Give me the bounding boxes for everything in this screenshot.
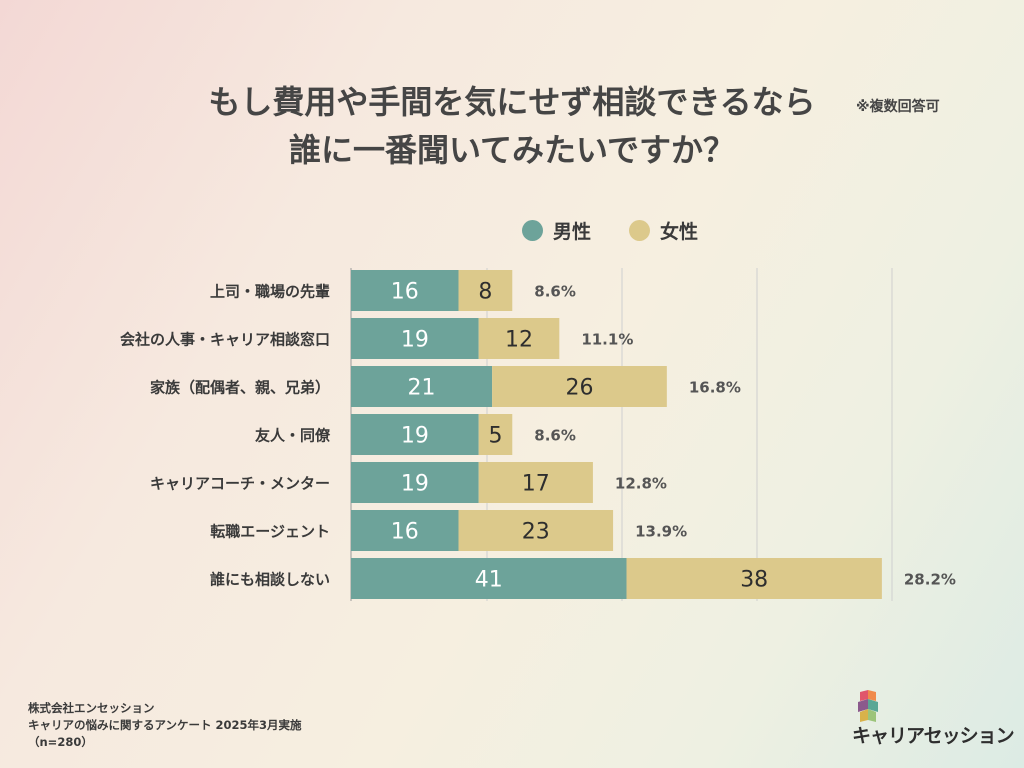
bar-male [351, 414, 479, 455]
value-label-male: 16 [391, 280, 419, 305]
category-label: 家族（配偶者、親、兄弟） [150, 379, 330, 397]
percentage-label: 16.8% [689, 379, 741, 397]
value-label-male: 21 [408, 376, 436, 401]
bar-male [351, 462, 479, 503]
percentage-label: 8.6% [534, 283, 576, 301]
category-label: 友人・同僚 [255, 427, 331, 445]
category-label: 会社の人事・キャリア相談窓口 [120, 331, 330, 349]
value-label-male: 19 [401, 424, 429, 449]
legend-item-female: 女性 [629, 217, 698, 244]
value-label-female: 23 [522, 520, 550, 545]
value-label-male: 19 [401, 472, 429, 497]
bar-male [351, 318, 479, 359]
bar-male [351, 558, 627, 599]
category-label: 転職エージェント [210, 523, 330, 541]
value-label-female: 12 [505, 328, 533, 353]
bar-male [351, 366, 493, 407]
legend-swatch-female [629, 220, 651, 241]
legend-label-female: 女性 [660, 221, 699, 243]
multiple-answer-note: ※複数回答可 [856, 99, 940, 115]
legend: 男性 女性 [522, 217, 736, 244]
legend-label-male: 男性 [553, 221, 592, 243]
value-label-female: 17 [522, 472, 550, 497]
value-label-female: 38 [740, 568, 768, 593]
bar-female [458, 270, 513, 311]
value-label-male: 19 [401, 328, 429, 353]
footer-sample: （n=280） [28, 735, 93, 749]
logo-icon [858, 690, 878, 722]
bar-female [478, 462, 593, 503]
bar-female [458, 510, 614, 551]
value-label-male: 41 [475, 568, 503, 593]
bar-male [351, 270, 459, 311]
percentage-label: 8.6% [534, 427, 576, 445]
footer-survey: キャリアの悩みに関するアンケート 2025年3月実施 [28, 718, 302, 732]
category-label: キャリアコーチ・メンター [150, 475, 330, 493]
percentage-label: 13.9% [635, 523, 687, 541]
bar-female [478, 318, 560, 359]
value-label-female: 5 [488, 424, 502, 449]
category-label: 誰にも相談しない [210, 571, 330, 589]
bar-female [626, 558, 882, 599]
footer-source: 株式会社エンセッション キャリアの悩みに関するアンケート 2025年3月実施 （… [28, 700, 302, 751]
chart-title-line2: 誰に一番聞いてみたいですか？ [288, 131, 736, 169]
value-label-female: 8 [478, 280, 492, 305]
percentage-label: 28.2% [904, 571, 956, 589]
logo-text: キャリアセッション [852, 725, 1015, 747]
value-label-male: 16 [391, 520, 419, 545]
percentage-label: 11.1% [581, 331, 633, 349]
legend-swatch-male [522, 220, 543, 241]
value-label-female: 26 [565, 376, 593, 401]
legend-item-male: 男性 [522, 217, 591, 244]
bar-male [351, 510, 459, 551]
chart-title: もし費用や手間を気にせず相談できるなら 誰に一番聞いてみたいですか？ [0, 78, 1024, 174]
percentage-label: 12.8% [615, 475, 667, 493]
bar-female [478, 414, 513, 455]
chart-title-line1: もし費用や手間を気にせず相談できるなら [208, 83, 816, 121]
bar-female [492, 366, 667, 407]
category-label: 上司・職場の先輩 [210, 283, 330, 301]
footer-company: 株式会社エンセッション [28, 701, 155, 715]
